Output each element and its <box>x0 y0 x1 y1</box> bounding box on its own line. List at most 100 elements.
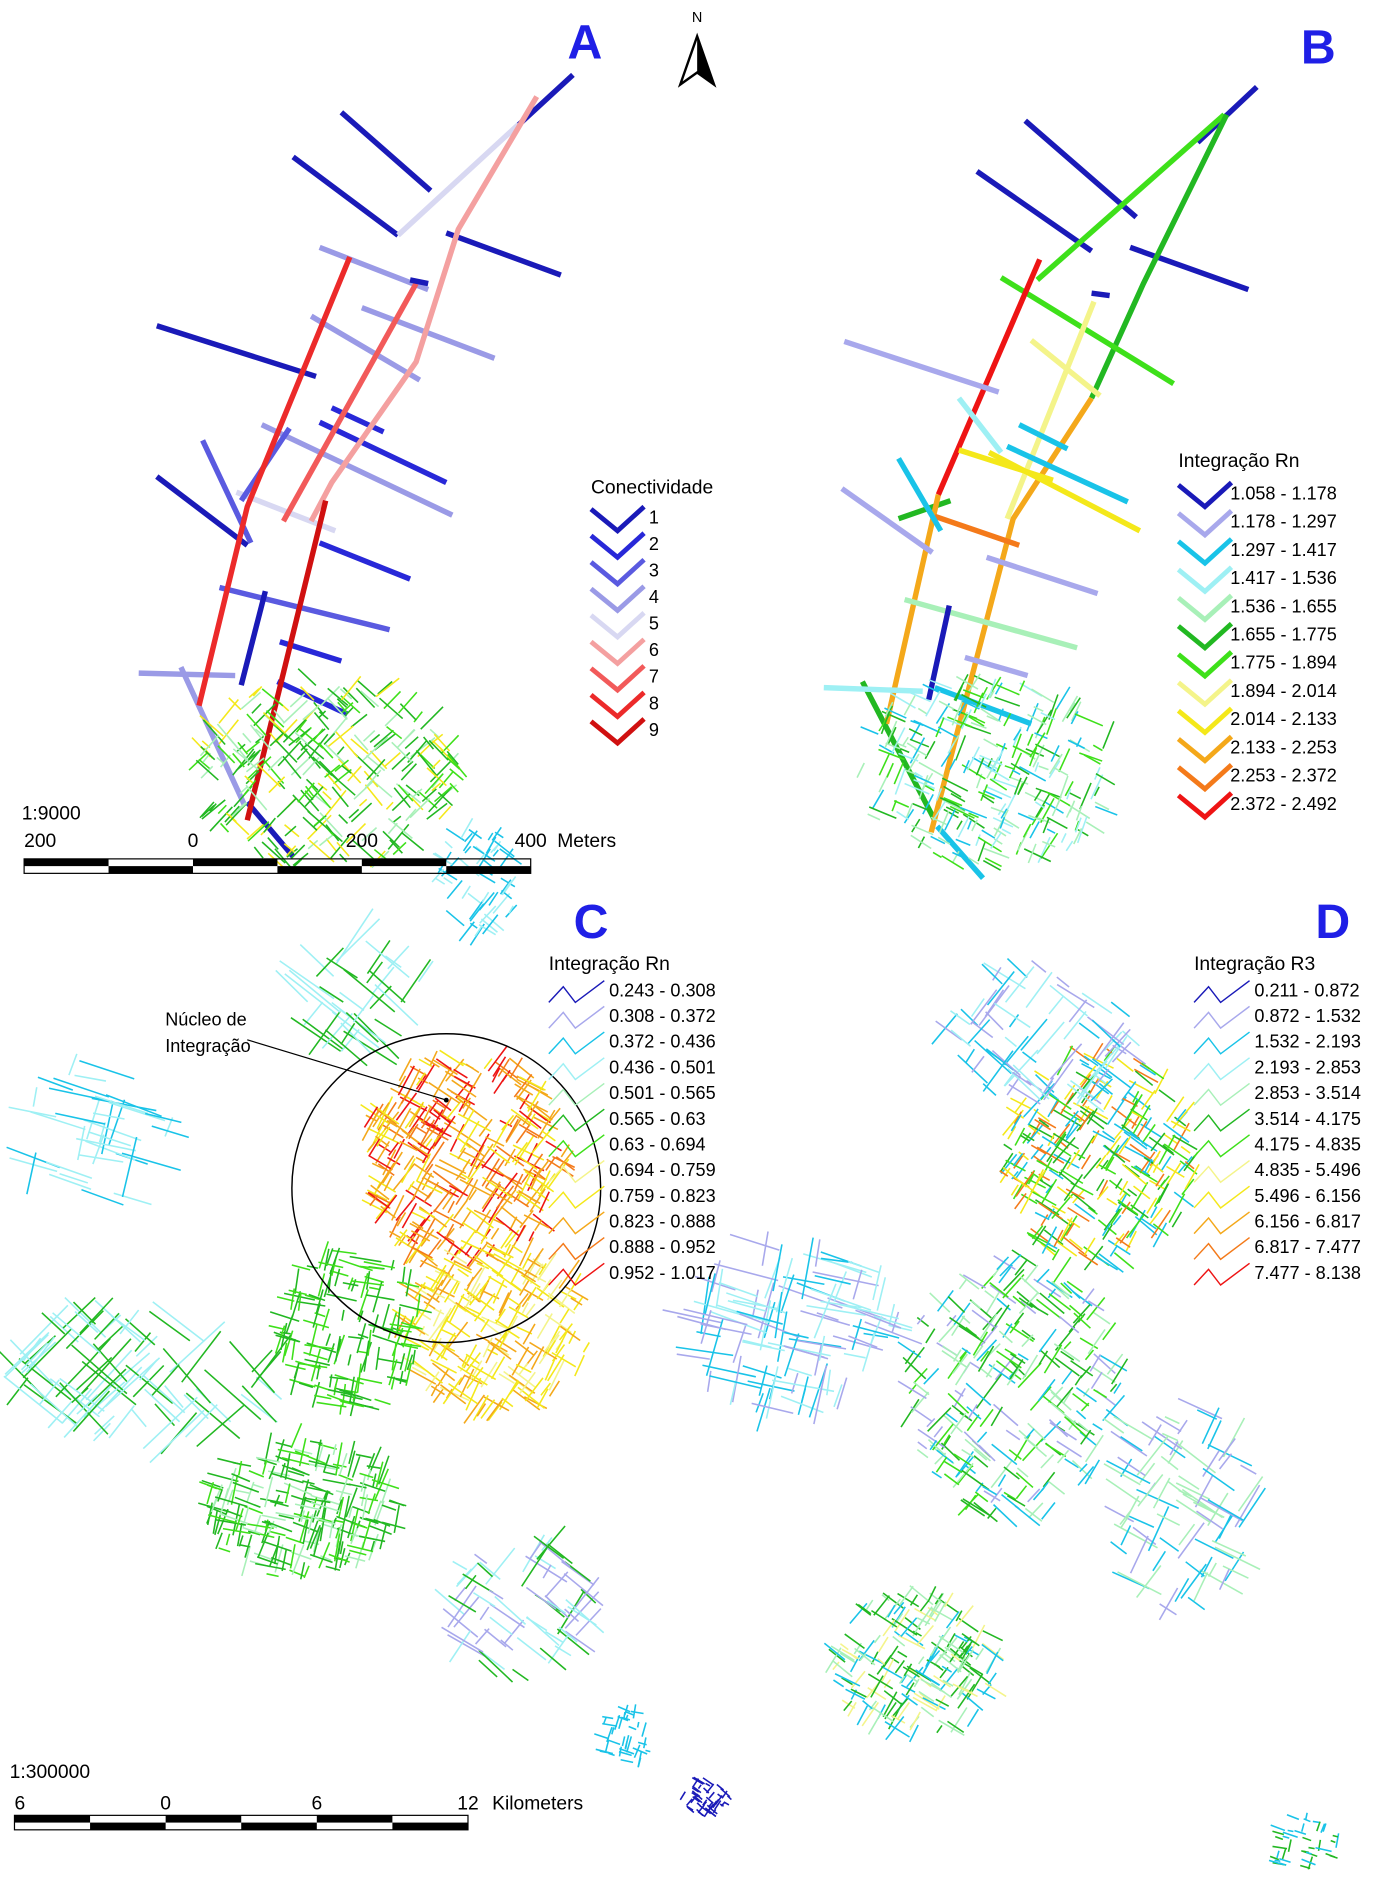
street-segment <box>1114 1253 1133 1269</box>
street-segment <box>1059 749 1070 772</box>
street-segment <box>1149 1506 1169 1550</box>
street-segment <box>1028 734 1033 746</box>
street-segment <box>501 1207 522 1224</box>
street-segment <box>480 1607 489 1620</box>
street-segment <box>1127 1496 1139 1517</box>
street-segment <box>974 676 994 686</box>
street-segment <box>507 1330 519 1338</box>
street-segment <box>1032 961 1046 973</box>
street-segment <box>1203 1451 1219 1477</box>
street-segment <box>454 1201 467 1219</box>
legend-label: 0.565 - 0.63 <box>609 1109 706 1129</box>
legend-label: 6.156 - 6.817 <box>1254 1212 1361 1232</box>
street-segment <box>1238 1477 1262 1512</box>
street-segment <box>470 900 484 920</box>
street-segment <box>357 1351 367 1353</box>
street-axis <box>446 233 561 275</box>
street-segment <box>898 1651 907 1657</box>
street-segment <box>282 1550 286 1571</box>
street-segment <box>987 1652 998 1674</box>
scale-segment <box>277 866 361 873</box>
street-segment <box>447 880 462 898</box>
street-segment <box>289 1290 307 1294</box>
street-segment <box>275 1495 280 1506</box>
street-segment <box>642 1722 646 1736</box>
scale-unit: Kilometers <box>492 1794 583 1815</box>
panel-letter: C <box>574 895 609 949</box>
street-segment <box>917 1450 928 1458</box>
street-segment <box>247 824 263 839</box>
legend-label: 0.436 - 0.501 <box>609 1057 716 1077</box>
street-segment <box>357 680 375 696</box>
street-segment <box>462 1223 487 1239</box>
street-segment <box>716 1269 722 1307</box>
street-segment <box>583 1342 589 1352</box>
street-segment <box>400 1353 404 1370</box>
street-segment <box>983 1374 1001 1399</box>
street-segment <box>759 1366 767 1396</box>
street-segment <box>349 1550 366 1555</box>
street-segment <box>1091 775 1103 800</box>
street-segment <box>303 1353 327 1360</box>
street-segment <box>77 1357 112 1389</box>
street-segment <box>937 1725 942 1732</box>
annotation: Núcleo de <box>165 1009 246 1029</box>
street-segment <box>772 1380 834 1391</box>
street-segment <box>1079 753 1102 761</box>
street-segment <box>435 787 452 802</box>
street-segment <box>10 1340 52 1384</box>
legend-swatch <box>549 1032 604 1054</box>
street-segment <box>834 1272 846 1302</box>
street-segment <box>1111 1002 1129 1016</box>
street-segment <box>1188 1597 1205 1609</box>
street-segment <box>270 733 284 746</box>
street-segment <box>368 1493 375 1513</box>
legend-label: 9 <box>649 720 659 740</box>
street-segment <box>297 1302 325 1306</box>
street-segment <box>459 922 474 941</box>
scale-tick-label: 0 <box>160 1794 171 1815</box>
street-segment <box>318 1262 343 1267</box>
legend-swatch <box>591 533 644 557</box>
street-segment <box>269 1531 286 1535</box>
street-segment <box>1235 1485 1259 1527</box>
street-segment <box>898 1594 919 1607</box>
figure: N A B C D Núcleo de Integração 1:9000 1:… <box>0 0 1375 1883</box>
street-segment <box>1015 1313 1024 1325</box>
street-segment <box>442 735 459 752</box>
legend-label: 0.888 - 0.952 <box>609 1237 716 1257</box>
street-segment <box>1053 1257 1071 1284</box>
street-segment <box>323 792 332 800</box>
street-segment <box>984 848 1009 858</box>
street-segment <box>1057 1242 1076 1256</box>
street-segment <box>923 1648 937 1674</box>
street-segment <box>550 1381 560 1396</box>
street-segment <box>1041 1455 1054 1468</box>
street-segment <box>629 1726 637 1729</box>
street-segment <box>292 1339 295 1360</box>
legend-label: 1.297 - 1.417 <box>1230 540 1337 560</box>
street-segment <box>1179 1476 1199 1489</box>
street-segment <box>433 1135 440 1149</box>
legend-swatch <box>1194 1135 1249 1157</box>
annotation: Integração <box>165 1036 250 1056</box>
street-segment <box>622 1736 624 1746</box>
street-segment <box>109 1406 134 1438</box>
street-segment <box>958 1325 985 1343</box>
street-segment <box>1093 1424 1103 1430</box>
street-segment <box>265 1477 273 1507</box>
street-segment <box>433 1067 451 1098</box>
street-segment <box>345 1553 350 1565</box>
legend-swatch <box>591 613 644 637</box>
street-segment <box>1159 1090 1175 1102</box>
street-segment <box>444 878 453 884</box>
street-segment <box>1106 1157 1114 1171</box>
street-segment <box>233 1463 251 1467</box>
street-segment <box>438 1214 454 1234</box>
page: {"north_arrow": "N", "panels": [ {"lette… <box>0 0 1375 1883</box>
street-segment <box>898 1342 921 1357</box>
legend-label: 4.175 - 4.835 <box>1254 1134 1361 1154</box>
street-segment <box>933 852 941 857</box>
street-segment <box>481 1214 496 1244</box>
legend-swatch <box>1178 595 1231 619</box>
